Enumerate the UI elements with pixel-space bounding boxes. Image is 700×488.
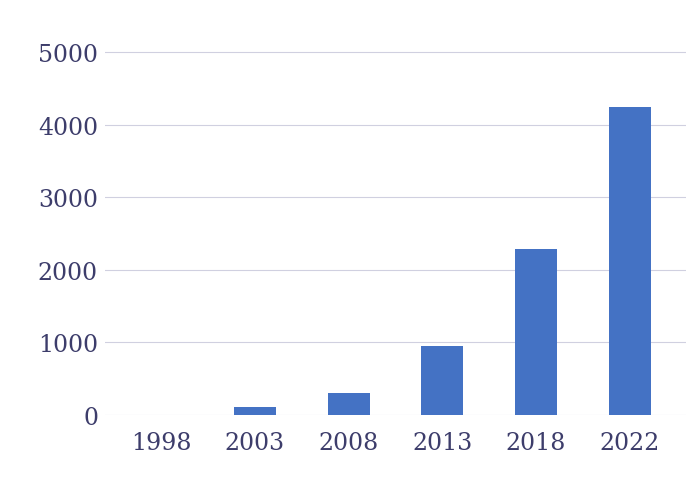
Bar xyxy=(328,393,370,415)
Bar xyxy=(234,407,276,415)
Bar xyxy=(609,107,651,415)
Bar xyxy=(421,346,463,415)
Bar xyxy=(515,249,557,415)
